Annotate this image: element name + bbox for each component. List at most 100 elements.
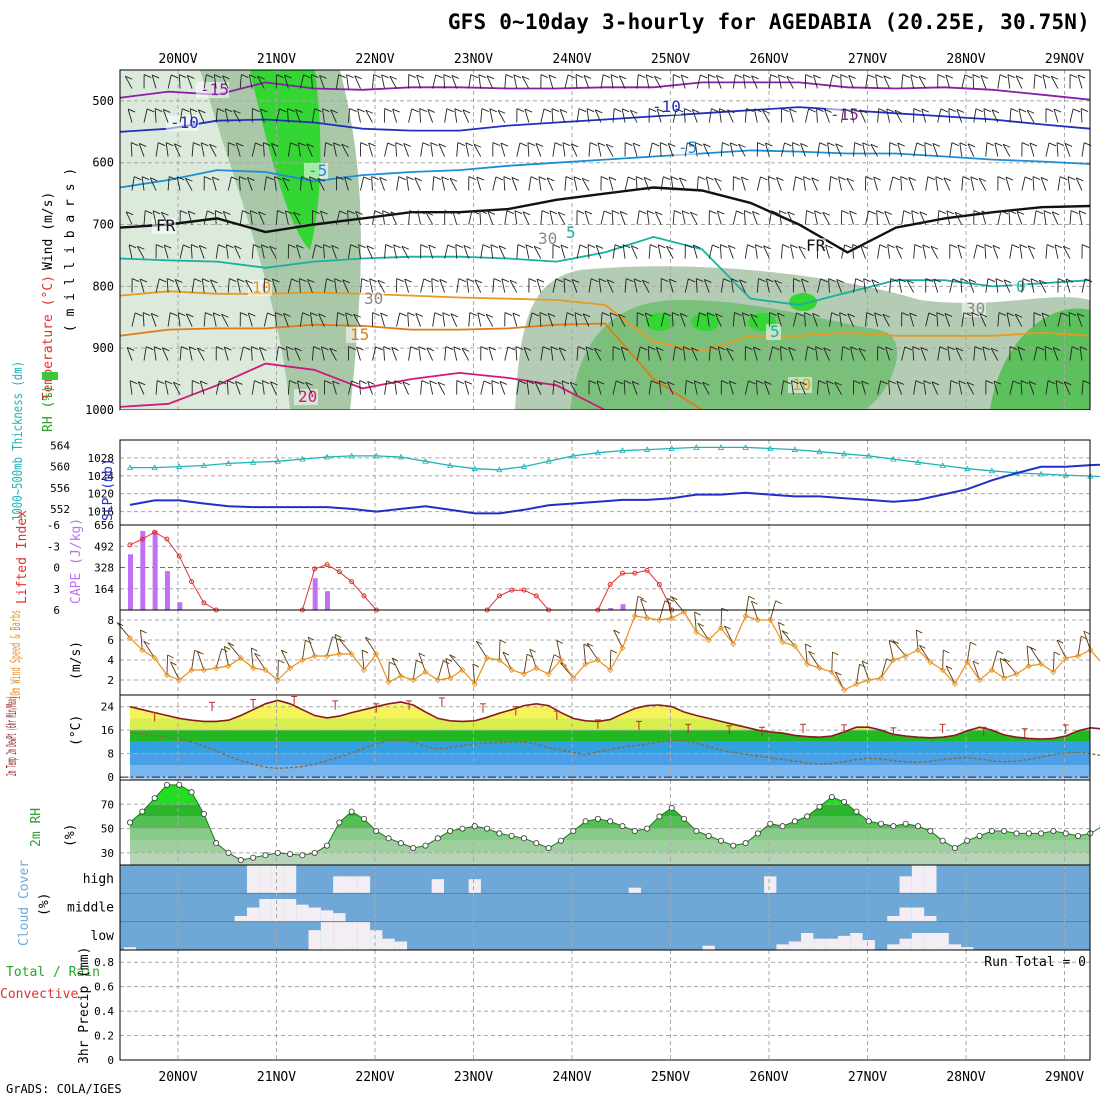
wind-barb [461, 348, 470, 361]
wind-barb [973, 346, 976, 361]
wind-barb [1080, 108, 1083, 123]
wind-barb [428, 244, 434, 259]
wind-barb [552, 142, 556, 157]
date-label-bottom: 24NOV [552, 1070, 591, 1085]
wind-barb-feather [827, 142, 835, 147]
date-label-bottom: 21NOV [257, 1070, 296, 1085]
wind-barb-10m-feather [751, 600, 758, 605]
wind-barb-feather [186, 313, 194, 318]
wind-barb [883, 75, 891, 89]
temp-band [130, 741, 1090, 754]
wind-barb-feather [332, 380, 340, 385]
wind-barb-10m [437, 660, 444, 681]
wind-barb-feather [141, 176, 150, 181]
wind-speed-point [779, 638, 786, 646]
wind-barb-10m [523, 654, 528, 675]
wind-barb-feather [368, 142, 376, 147]
wind-barb-10m [880, 658, 887, 679]
wind-barb-feather [791, 380, 799, 385]
wind-barb-feather [126, 211, 134, 216]
wind-barb-feather [366, 245, 374, 250]
wind-barb [163, 244, 169, 259]
wind-barb-feather [334, 278, 342, 283]
upper-gap [120, 410, 1090, 440]
cloud-fill-high [283, 865, 297, 894]
wind-barb-feather [587, 244, 596, 248]
wind-barb-feather [633, 278, 642, 283]
wind-barb-feather [675, 346, 683, 351]
wind-barb [489, 108, 494, 123]
wind-barbs-10m [116, 595, 1091, 691]
wind-barb [369, 278, 373, 293]
cloud-fill-low [924, 933, 937, 950]
wind-barb-feather [685, 244, 693, 248]
cloud-level-label: middle [67, 901, 114, 916]
wind-barb-feather [840, 74, 848, 78]
wind-barb-feather [1059, 176, 1068, 181]
wind-barb-feather [596, 380, 605, 385]
wind-barb-feather [162, 347, 170, 352]
wind-barb-feather [546, 177, 555, 182]
wind-barb [768, 346, 773, 361]
wind-barb [382, 210, 385, 225]
rh-tick: 50 [101, 823, 114, 836]
wind-barb-feather [380, 312, 388, 317]
wind-speed-point [471, 680, 478, 688]
wind-barb [211, 176, 217, 191]
wind-barb-10m-feather [832, 651, 839, 656]
wind-barb-feather [1046, 244, 1055, 249]
wind-barb-feather [776, 177, 784, 181]
wind-barb-feather [854, 142, 862, 147]
wind-barb [444, 108, 448, 123]
wind-barb-feather [142, 312, 151, 316]
wind-barb-feather [998, 312, 1007, 317]
wind-barb [768, 74, 771, 89]
wind-barb-feather [487, 211, 496, 215]
lifted-index-point [127, 542, 133, 548]
wind-barb-feather [960, 278, 969, 282]
wind-barb-feather [642, 279, 650, 284]
wind-barb-feather [909, 312, 917, 317]
wind-speed-point [1025, 662, 1032, 670]
wind-barb-feather [663, 176, 671, 181]
wind-barb-feather [417, 210, 425, 215]
wind-barb-feather [680, 313, 688, 317]
wind-barb [283, 313, 289, 327]
wind-barb [852, 244, 854, 259]
wind-barb [425, 212, 434, 225]
thickness-tick: 560 [50, 461, 70, 474]
wind-barb-feather [819, 142, 827, 147]
rh-point [151, 795, 158, 802]
wind-barb [849, 210, 854, 225]
wind-barb-feather [615, 380, 624, 385]
wind-barb-10m [861, 660, 870, 681]
wind-barb-feather [832, 74, 840, 79]
wind-barb [633, 278, 638, 293]
wind-barb [212, 312, 217, 327]
wind-barb-10m [1077, 636, 1082, 657]
wind-barb-feather [818, 380, 826, 385]
date-label-top: 29NOV [1045, 52, 1084, 67]
wind-barb-10m-feather [1056, 639, 1064, 644]
wind-barb-feather [565, 176, 574, 181]
wind-barb [981, 210, 987, 225]
wind-barb-feather [608, 176, 617, 181]
wind-barb [961, 312, 965, 327]
wind-barb-feather [1069, 74, 1078, 78]
wind-barb [1055, 380, 1059, 395]
wind-barb [299, 176, 302, 191]
wind-barb-10m [942, 649, 944, 671]
wind-barb-feather [1070, 210, 1079, 215]
wind-barb-feather [939, 346, 948, 351]
wind-barb-feather [339, 210, 347, 215]
precip-tick: 0.6 [94, 981, 114, 994]
wind-barb [311, 108, 315, 123]
wind-barb [491, 380, 494, 395]
wind-barb [863, 278, 866, 293]
wind-barb-10m-feather [637, 595, 645, 600]
wind-barb-feather [241, 74, 249, 79]
wind-barb-feather [778, 74, 786, 79]
wind-barb [306, 143, 313, 157]
wind-barb [260, 244, 265, 259]
wind-barb-feather [652, 142, 660, 147]
